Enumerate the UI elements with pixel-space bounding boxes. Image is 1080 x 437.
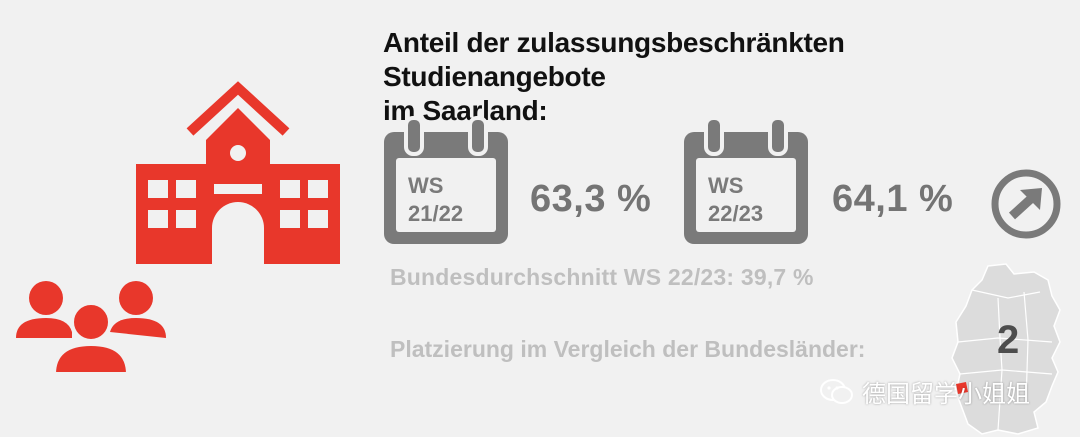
semester-1-value: 63,3 % [530,178,652,220]
semester-2-label-top: WS [708,173,744,198]
semester-1-label-top: WS [408,173,444,198]
ranking-value: 2 [997,318,1020,362]
watermark-text: 德国留学小姐姐 [862,381,1030,408]
watermark: 德国留学小姐姐 [820,374,1030,409]
semester-1-label-bottom: 21/22 [408,201,464,226]
semester-2-label-bottom: 22/23 [708,201,764,226]
page-title: Anteil der zulassungsbeschränkten Studie… [383,26,1063,128]
ranking-label: Platzierung im Vergleich der Bundeslände… [390,336,866,362]
title-line-1: Anteil der zulassungsbeschränkten Studie… [383,27,845,92]
arrow-circle-icon [991,169,1061,239]
wechat-icon [820,378,853,404]
calendar-icon [384,116,508,244]
university-building-icon [136,81,340,264]
people-group-icon [16,281,166,374]
semester-2-value: 64,1 % [832,178,954,220]
semester-card-2: WS 22/23 [682,116,810,246]
calendar-icon [684,116,808,244]
national-average-text: Bundesdurchschnitt WS 22/23: 39,7 % [390,264,814,290]
semester-card-1: WS 21/22 [382,116,510,246]
germany-map-icon [951,263,1061,435]
